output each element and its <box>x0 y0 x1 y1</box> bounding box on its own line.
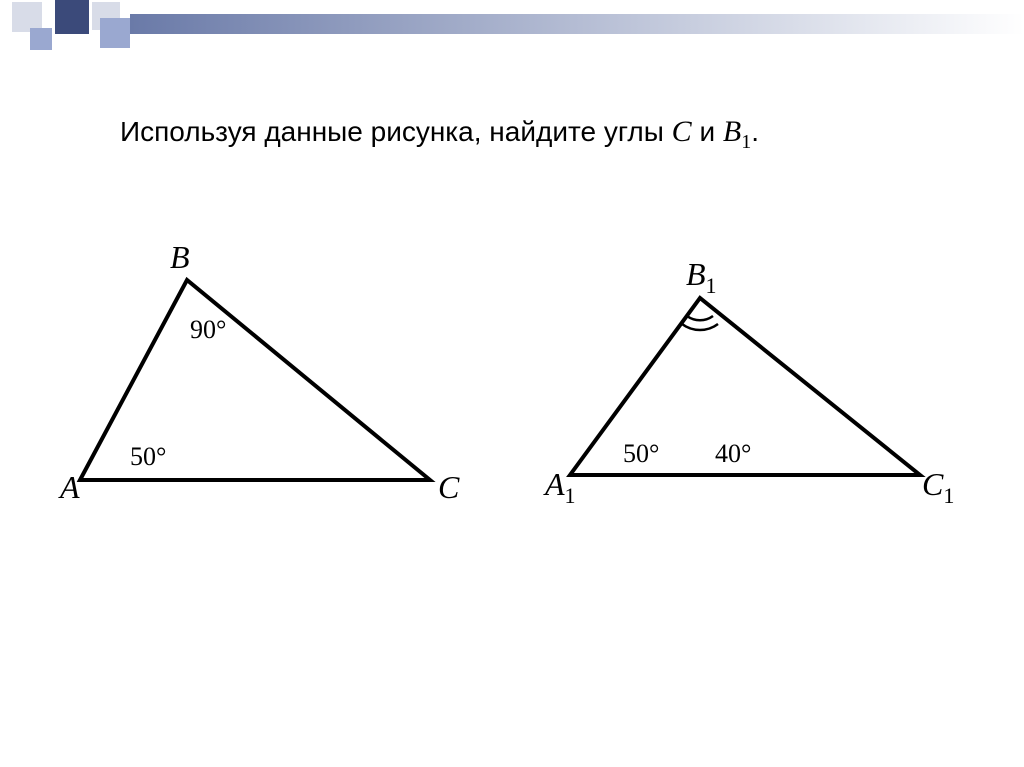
vertex-b1-sub: 1 <box>706 273 717 298</box>
angle-c1-label: 40° <box>715 439 751 468</box>
vertex-c-label: C <box>438 469 460 505</box>
vertex-a-label: A <box>58 469 80 505</box>
vertex-c1-label: C1 <box>922 466 954 508</box>
angle-b-label: 90° <box>190 315 226 344</box>
vertex-b1-base: B <box>686 256 706 292</box>
vertex-a1-sub: 1 <box>565 483 576 508</box>
diagram: A B C 50° 90° A1 B1 C1 50° 40° <box>0 0 1024 767</box>
vertex-c1-base: C <box>922 466 944 502</box>
vertex-b1-label: B1 <box>686 256 717 298</box>
triangle-abc: A B C 50° 90° <box>58 239 460 505</box>
angle-a1-label: 50° <box>623 439 659 468</box>
vertex-b-label: B <box>170 239 190 275</box>
triangle-a1b1c1: A1 B1 C1 50° 40° <box>543 256 954 508</box>
angle-a-label: 50° <box>130 442 166 471</box>
vertex-a1-base: A <box>543 466 565 502</box>
vertex-c1-sub: 1 <box>943 483 954 508</box>
